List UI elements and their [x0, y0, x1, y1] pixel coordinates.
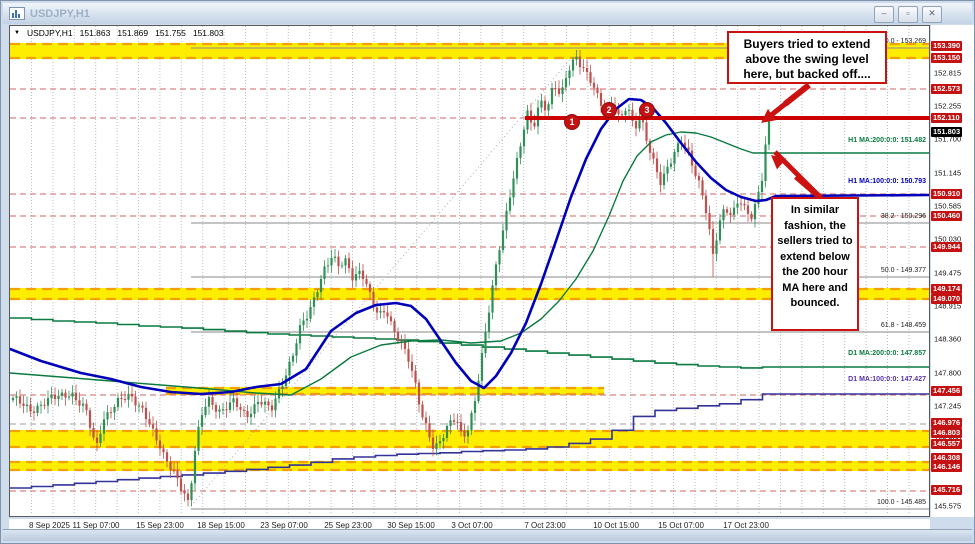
- price-badge: 149.174: [931, 284, 962, 294]
- info-close: 151.803: [193, 28, 224, 38]
- price-badge: 152.573: [931, 84, 962, 94]
- annotation-sellers: In similar fashion, the sellers tried to…: [771, 197, 859, 331]
- ohlc-info-bar: ▼ USDJPY,H1 151.863 151.869 151.755 151.…: [14, 28, 224, 38]
- info-open: 151.863: [80, 28, 111, 38]
- annotation-buyers: Buyers tried to extend above the swing l…: [727, 31, 887, 84]
- price-tick: 149.475: [931, 269, 961, 278]
- price-badge: 146.803: [931, 428, 962, 438]
- price-badge: 151.803: [931, 127, 962, 137]
- price-axis[interactable]: 152.815152.255151.700151.145150.585150.0…: [931, 25, 975, 517]
- ma-label: D1 MA:200:0:0: 147.857: [706, 350, 926, 357]
- info-low: 151.755: [155, 28, 186, 38]
- price-badge: 153.390: [931, 41, 962, 51]
- ma-label: H1 MA:200:0:0: 151.482: [706, 137, 926, 144]
- price-badge: 149.070: [931, 294, 962, 304]
- ma-label: D1 MA:100:0:0: 147.427: [706, 376, 926, 383]
- price-tick: 151.145: [931, 169, 961, 178]
- price-tick: 147.800: [931, 369, 961, 378]
- info-symbol: USDJPY,H1: [27, 28, 73, 38]
- restore-button[interactable]: ▫: [898, 6, 918, 23]
- window-title: USDJPY,H1: [30, 8, 90, 20]
- price-tick: 152.255: [931, 102, 961, 111]
- price-tick: 150.585: [931, 202, 961, 211]
- price-badge: 150.910: [931, 189, 962, 199]
- price-badge: 152.110: [931, 113, 962, 123]
- price-tick: 147.245: [931, 402, 961, 411]
- mt4-chart-window: USDJPY,H1 – ▫ ✕ 152.815152.255151.700151…: [0, 0, 975, 544]
- price-badge: 146.557: [931, 439, 962, 449]
- chart-icon: [9, 7, 25, 20]
- price-tick: 152.815: [931, 69, 961, 78]
- close-button[interactable]: ✕: [922, 6, 942, 23]
- price-badge: 147.456: [931, 386, 962, 396]
- fib-label: 100.0 - 145.485: [706, 499, 926, 506]
- price-badge: 146.146: [931, 462, 962, 472]
- price-badge: 145.716: [931, 485, 962, 495]
- window-titlebar[interactable]: USDJPY,H1 – ▫ ✕: [3, 3, 972, 24]
- price-tick: 148.360: [931, 335, 961, 344]
- status-bar: [3, 529, 972, 541]
- price-tick: 145.575: [931, 502, 961, 511]
- price-badge: 146.976: [931, 418, 962, 428]
- dropdown-icon: ▼: [14, 30, 20, 36]
- minimize-button[interactable]: –: [874, 6, 894, 23]
- price-badge: 150.460: [931, 211, 962, 221]
- price-badge: 153.150: [931, 53, 962, 63]
- info-high: 151.869: [117, 28, 148, 38]
- price-badge: 149.944: [931, 242, 962, 252]
- ma-label: H1 MA:100:0:0: 150.793: [706, 178, 926, 185]
